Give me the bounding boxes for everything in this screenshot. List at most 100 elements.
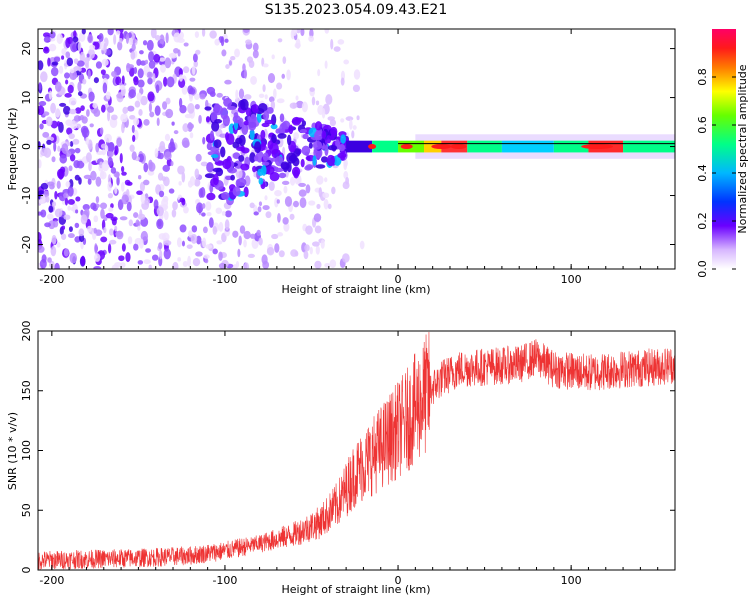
spectrogram-speckle (94, 243, 98, 254)
spectrogram-speckle (137, 68, 144, 79)
spectrogram-speckle (54, 190, 58, 200)
spectrogram-speckle (243, 239, 247, 248)
spectrogram-speckle (163, 240, 172, 246)
spectrogram-cluster (264, 119, 274, 125)
spectrogram-speckle (109, 228, 114, 236)
spectrogram-cluster (223, 97, 233, 107)
spectrogram-speckle (87, 69, 91, 80)
spectrogram-speckle (139, 181, 146, 192)
spectrogram-cluster (226, 105, 237, 111)
spectrogram-speckle (127, 105, 135, 112)
spectrogram-speckle (142, 40, 148, 46)
spectrogram-speckle (189, 132, 194, 139)
spectrogram-speckle (76, 60, 85, 67)
spectrogram-speckle (203, 254, 210, 259)
spectrogram-speckle (163, 76, 168, 87)
spectrogram-speckle (309, 87, 315, 93)
spectrogram-speckle (315, 100, 320, 106)
spectrogram-speckle (121, 75, 125, 85)
spectrogram-speckle (282, 56, 287, 65)
spectrogram-cluster (300, 158, 305, 168)
spectrogram-cluster (301, 120, 307, 127)
spectrogram-speckle (181, 171, 186, 183)
spectrogram-speckle (192, 53, 198, 63)
spectrogram-speckle (38, 101, 47, 107)
spectrogram-speckle (133, 75, 139, 86)
spectrogram-speckle (149, 111, 155, 118)
spectrogram-speckle (250, 233, 256, 239)
spectrogram-speckle (73, 58, 79, 64)
spectrogram-speckle (56, 168, 65, 179)
spectrogram-cluster (245, 107, 252, 117)
spectrogram-speckle (61, 200, 66, 205)
spectrogram-speckle (168, 188, 175, 194)
spectrogram-speckle (170, 160, 174, 167)
spectrogram-speckle (188, 87, 196, 95)
spectrogram-cluster (225, 132, 230, 141)
spectrogram-speckle (351, 130, 355, 139)
spectrogram-speckle (48, 43, 57, 52)
spectrogram-speckle (277, 137, 284, 148)
spectrogram-cluster (209, 91, 216, 97)
colorbar-gradient (712, 29, 736, 269)
colorbar-tick-label: 0.6 (696, 116, 709, 134)
spectrogram-speckle (54, 208, 63, 218)
spectrogram-speckle (345, 116, 354, 121)
spectrogram-speckle (164, 151, 172, 161)
snr-x-ticks: -200 -100 0 100 (39, 331, 676, 587)
spectrogram-speckle (293, 200, 299, 208)
spectrogram-cluster (241, 123, 249, 135)
spectrogram-speckle (125, 252, 131, 263)
spectrogram-speckle (53, 141, 57, 152)
spectrogram-speckle (144, 198, 150, 206)
spectrogram-speckle (157, 220, 162, 227)
spectrogram-speckle (289, 102, 298, 109)
spectrogram-speckle (216, 240, 223, 245)
spectrogram-speckle (51, 201, 57, 207)
spectrogram-cluster (312, 140, 323, 150)
spectrogram-speckle (119, 216, 128, 221)
spectrogram-cluster (220, 146, 226, 158)
spectrogram-speckle (189, 176, 196, 186)
spectrogram-speckle (239, 225, 246, 234)
spectrogram-speckle (38, 105, 45, 116)
spectrogram-speckle (271, 54, 275, 60)
spectrogram-speckle (151, 254, 159, 261)
spectrogram-speckle (144, 59, 149, 65)
spectrogram-speckle (294, 177, 301, 185)
spectrogram-hotspot (431, 144, 452, 150)
spectrogram-speckle (43, 46, 50, 54)
spectrogram-cluster (254, 141, 262, 154)
spectrogram-speckle (314, 260, 322, 269)
spectrogram-speckle (250, 76, 258, 85)
spectrogram-speckle (218, 221, 224, 232)
spectrogram-speckle (313, 213, 322, 223)
snr-x-tick-label: -200 (39, 574, 64, 587)
spectrogram-cluster (251, 104, 259, 114)
spectrogram-speckle (102, 82, 108, 94)
spectrogram-speckle (212, 248, 218, 255)
spectrogram-speckle (111, 264, 119, 269)
spectrogram-speckle (234, 48, 240, 58)
spectrogram-speckle (95, 196, 100, 204)
spectrogram-speckle (101, 160, 110, 172)
colorbar-tick-label: 0.8 (696, 68, 709, 86)
spectrogram-speckle (137, 225, 141, 231)
spectrogram-speckle (70, 206, 77, 212)
spectrogram-speckle (224, 79, 232, 85)
spectrogram-speckle (131, 124, 135, 134)
spectrogram-speckle (133, 117, 140, 126)
spectrogram-speckle (215, 207, 223, 214)
spectrogram-speckle (342, 253, 350, 263)
spectrogram-speckle (38, 159, 42, 169)
spectrogram-speckle (104, 145, 109, 152)
snr-y-label: SNR (10 * v/v) (6, 412, 19, 490)
spectrogram-speckle (177, 257, 182, 262)
spectrogram-speckle (147, 71, 152, 77)
spectrogram-speckle (69, 252, 78, 264)
spectrogram-speckle (82, 78, 87, 85)
spectrogram-speckle (179, 224, 187, 233)
spectrogram-cluster (213, 103, 221, 112)
spectrogram-speckle (309, 246, 313, 255)
spectrogram-cluster (286, 134, 292, 146)
